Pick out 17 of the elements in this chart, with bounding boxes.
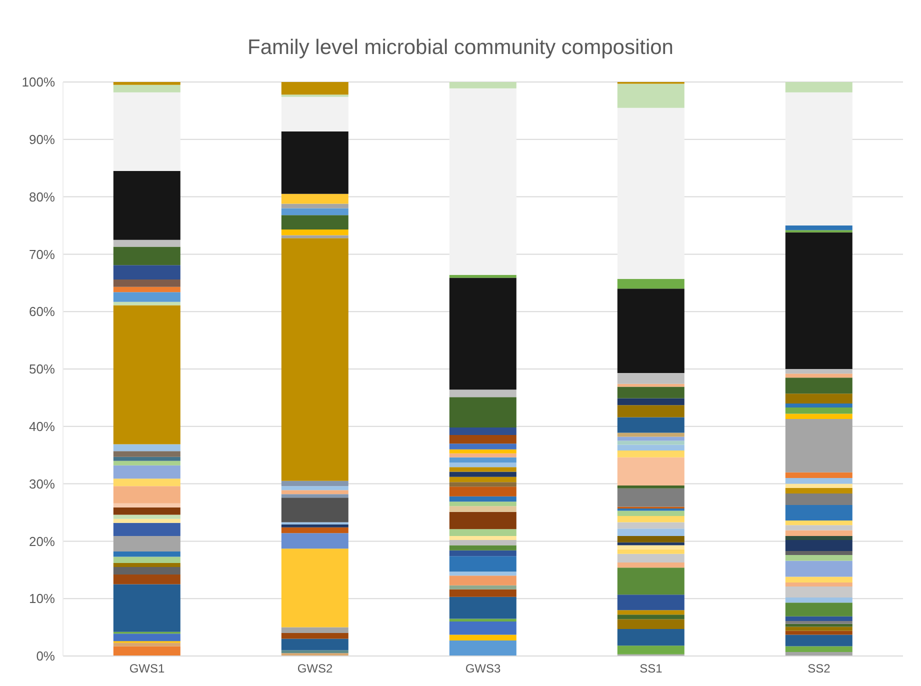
chart-title: Family level microbial community composition — [246, 35, 674, 61]
y-tick-label: 80% — [28, 189, 56, 204]
y-tick-label: 90% — [28, 132, 56, 148]
x-tick-label: GWS3 — [465, 662, 501, 676]
x-tick-label: SS2 — [808, 662, 831, 676]
x-tick-label: GWS2 — [297, 662, 333, 676]
x-tick-label: GWS1 — [129, 662, 165, 676]
y-tick-label: 70% — [28, 246, 56, 262]
y-tick-label: 100% — [22, 74, 56, 90]
y-tick-label: 40% — [28, 419, 56, 434]
y-tick-label: 10% — [28, 591, 56, 606]
y-tick-label: 20% — [28, 534, 56, 549]
y-tick-label: 50% — [28, 362, 56, 377]
y-tick-label: 30% — [28, 476, 56, 492]
y-tick-label: 0% — [36, 648, 56, 664]
x-tick-label: SS1 — [640, 662, 663, 676]
y-tick-label: 60% — [28, 304, 56, 320]
